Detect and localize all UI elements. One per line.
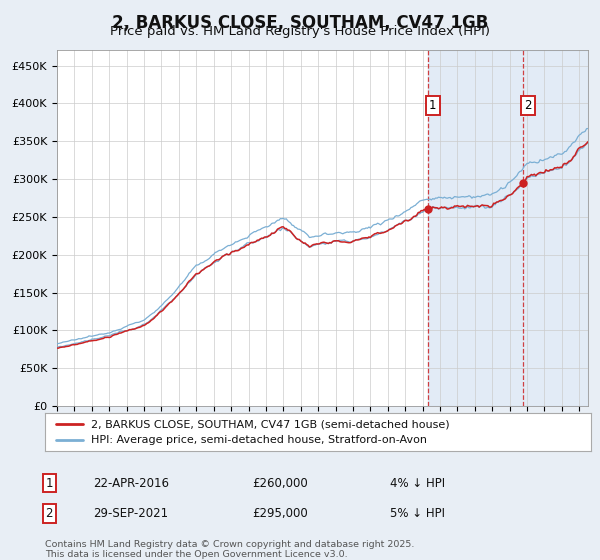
Text: HPI: Average price, semi-detached house, Stratford-on-Avon: HPI: Average price, semi-detached house,… <box>91 435 427 445</box>
Text: 2: 2 <box>46 507 53 520</box>
Text: 5% ↓ HPI: 5% ↓ HPI <box>390 507 445 520</box>
Text: Contains HM Land Registry data © Crown copyright and database right 2025.
This d: Contains HM Land Registry data © Crown c… <box>45 540 415 559</box>
Text: £295,000: £295,000 <box>252 507 308 520</box>
Text: 29-SEP-2021: 29-SEP-2021 <box>93 507 168 520</box>
Bar <box>428 50 588 406</box>
Text: Price paid vs. HM Land Registry's House Price Index (HPI): Price paid vs. HM Land Registry's House … <box>110 25 490 38</box>
Text: 1: 1 <box>46 477 53 490</box>
Text: £260,000: £260,000 <box>252 477 308 490</box>
Text: 2, BARKUS CLOSE, SOUTHAM, CV47 1GB (semi-detached house): 2, BARKUS CLOSE, SOUTHAM, CV47 1GB (semi… <box>91 419 450 429</box>
Text: 2, BARKUS CLOSE, SOUTHAM, CV47 1GB: 2, BARKUS CLOSE, SOUTHAM, CV47 1GB <box>112 14 488 32</box>
Text: 22-APR-2016: 22-APR-2016 <box>93 477 169 490</box>
Text: 1: 1 <box>429 99 437 112</box>
Text: 2: 2 <box>524 99 532 112</box>
Text: 4% ↓ HPI: 4% ↓ HPI <box>390 477 445 490</box>
